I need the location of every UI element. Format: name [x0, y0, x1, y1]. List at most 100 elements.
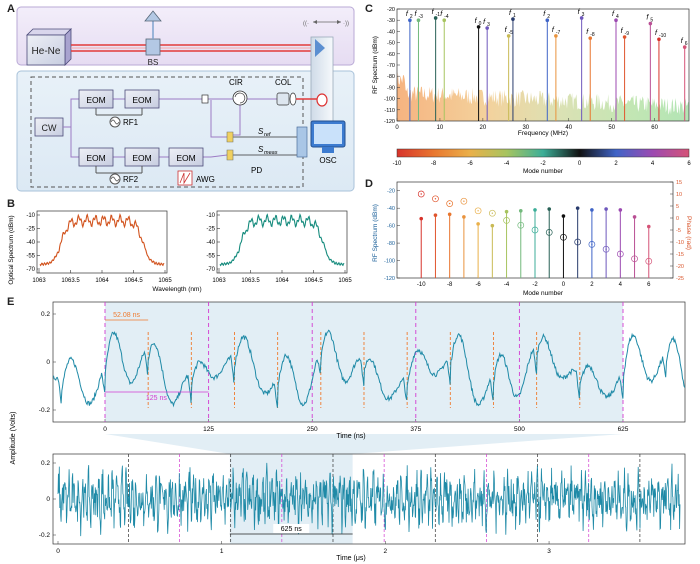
colorbar-tick-label: -10: [393, 161, 402, 167]
rf-peak-marker: [554, 34, 558, 38]
rf-peak-marker: [657, 37, 661, 42]
panel-label-c: C: [365, 3, 373, 15]
rf-ytick-label: -80: [387, 74, 395, 80]
colorbar-label: Mode number: [523, 168, 564, 175]
rf-peak-marker: [442, 18, 447, 22]
stem-marker: [433, 213, 438, 217]
rf1-source: RF1: [95, 108, 143, 128]
top-xtick-label: 250: [307, 426, 318, 433]
top-xtick-label: 125: [203, 426, 214, 433]
rf-peak-label: f: [432, 9, 435, 16]
optical-ytick-label: -10: [206, 213, 215, 219]
amplitude-ylabel: Amplitude (Volts): [10, 412, 17, 465]
panel-label-a: A: [7, 3, 15, 15]
phase-marker: [631, 255, 638, 263]
rf-peak-label: f: [483, 19, 486, 26]
rf-peak-label-sub: -7: [556, 30, 561, 36]
bottom-ytick-label: 0: [46, 496, 50, 503]
rf-ytick-label: -20: [387, 7, 395, 13]
rf-noise-floor: [397, 72, 689, 121]
rf-peak-marker: [588, 36, 593, 40]
svg-text:AWG: AWG: [196, 175, 215, 184]
rf-xtick-label: 10: [437, 125, 444, 131]
rf-peak-label-sub: 6: [685, 41, 688, 47]
rf-peak-label-sub: 0: [479, 21, 482, 27]
phase-marker: [531, 226, 539, 234]
stem-ytick-right-label: 0: [676, 216, 679, 222]
moving-mirror: ((· ·)): [303, 20, 349, 124]
bottom-ytick-label: -0.2: [39, 532, 51, 539]
rf-peak-marker: [648, 21, 653, 26]
zoom-connector: [105, 434, 623, 454]
eom-bot-2: EOM: [124, 147, 160, 167]
rf-peak-label: f: [406, 11, 409, 18]
colorbar-tick-label: 2: [614, 161, 618, 167]
optical-ytick-label: -40: [26, 240, 35, 246]
rf-ytick-label: -60: [387, 52, 395, 58]
annotation-period: 125 ns: [146, 395, 168, 402]
stem-ytick-right-label: 5: [676, 204, 679, 210]
optical-ytick-label: -55: [206, 254, 215, 260]
stem-marker: [590, 208, 594, 212]
awg-source: AWG: [177, 170, 215, 186]
phase-marker-dot: [534, 229, 536, 231]
rf-peak-marker: [682, 45, 687, 49]
phase-marker: [616, 250, 624, 258]
bottom-xtick-label: 2: [384, 548, 388, 555]
rf-peak-label-sub: -3: [418, 14, 423, 20]
rf-peak-label: f: [621, 28, 624, 35]
rf-peak-marker: [408, 18, 412, 22]
he-ne-laser: He-Ne: [26, 28, 72, 66]
svg-text:CIR: CIR: [229, 78, 243, 87]
phase-marker: [574, 238, 582, 246]
optical-ytick-label: -55: [26, 254, 35, 260]
phase-marker-dot: [520, 224, 522, 226]
bottom-xtick-label: 0: [56, 548, 60, 555]
rf2-source: RF2: [95, 166, 143, 185]
stem-xtick-label: -6: [475, 282, 481, 288]
svg-text:meas: meas: [264, 150, 278, 156]
optical-xtick-label: 1063: [32, 278, 46, 284]
svg-text:EOM: EOM: [132, 153, 151, 163]
stem-marker: [604, 207, 608, 211]
panel-label-e: E: [7, 296, 15, 308]
rf-peak-label: f: [505, 27, 508, 34]
stem-xtick-label: -2: [532, 282, 538, 288]
optical-xtick-label: 1065: [338, 278, 352, 284]
stem-xtick-label: -8: [447, 282, 453, 288]
stem-marker: [462, 215, 466, 219]
svg-text:((·: ((·: [303, 21, 309, 27]
optical-ytick-label: -70: [26, 267, 35, 273]
bottom-xtick-label: 1: [220, 548, 224, 555]
phase-marker: [417, 190, 425, 198]
phase-marker-dot: [648, 260, 650, 262]
rf-ytick-label: -120: [384, 119, 395, 125]
stem-marker: [504, 209, 509, 214]
rf-peak-label-sub: -5: [509, 30, 514, 36]
rf-peak-label: f: [552, 27, 555, 34]
stem-xtick-label: -4: [504, 282, 510, 288]
stem-xtick-label: -10: [417, 282, 426, 288]
rf-peak-label-sub: 5: [650, 18, 653, 24]
optical-spectrum-line: [219, 213, 345, 267]
optical-ylabel: Optical Spectrum (dBm): [8, 215, 15, 284]
stem-marker: [646, 224, 651, 229]
rf-ytick-label: -30: [387, 18, 395, 24]
phase-marker: [588, 241, 596, 248]
circulator: CIR: [201, 78, 248, 106]
stem-marker: [490, 223, 495, 228]
rf-peak-marker: [511, 17, 515, 21]
stem-marker: [618, 208, 623, 212]
top-time-xlabel: Time (ns): [336, 433, 365, 440]
phase-marker: [432, 195, 439, 203]
rf-peak-marker: [476, 25, 481, 29]
bottom-waveform: [57, 462, 681, 537]
svg-text:RF2: RF2: [123, 175, 139, 184]
mode-stem-panel: RF Spectrum (dBm) Phase (rad) -20-40-60-…: [372, 180, 692, 297]
rf-ytick-label: -90: [387, 85, 395, 91]
phase-marker: [602, 245, 610, 253]
colorbar-tick-label: 6: [687, 161, 691, 167]
stem-marker: [419, 216, 424, 221]
rf-peak-label: f: [440, 11, 443, 18]
